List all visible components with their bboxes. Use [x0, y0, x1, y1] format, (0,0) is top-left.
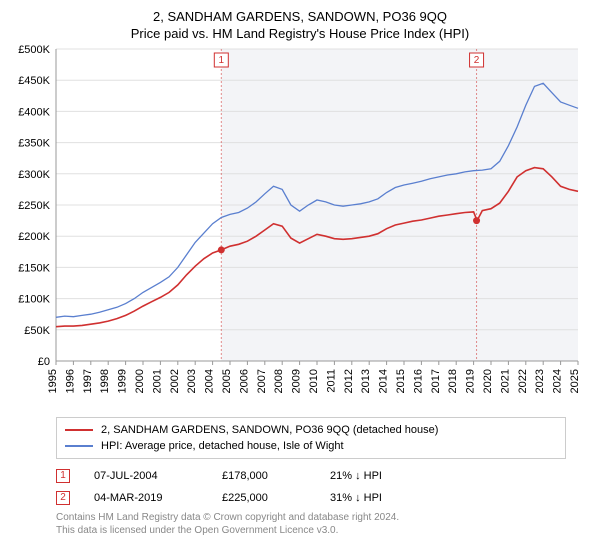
- footer-line-2: This data is licensed under the Open Gov…: [56, 524, 566, 537]
- transaction-delta: 21% ↓ HPI: [330, 470, 450, 482]
- svg-text:2016: 2016: [412, 369, 424, 393]
- svg-text:1997: 1997: [82, 369, 94, 393]
- svg-text:2020: 2020: [482, 369, 494, 393]
- svg-text:2013: 2013: [360, 369, 372, 393]
- svg-text:2011: 2011: [325, 369, 337, 393]
- page-subtitle: Price paid vs. HM Land Registry's House …: [12, 26, 588, 41]
- svg-text:£50K: £50K: [24, 324, 50, 336]
- legend-swatch: [65, 429, 93, 431]
- transaction-row: 2 04-MAR-2019 £225,000 31% ↓ HPI: [56, 487, 566, 509]
- svg-text:£200K: £200K: [18, 231, 50, 243]
- transaction-date: 04-MAR-2019: [94, 492, 204, 504]
- legend-swatch: [65, 445, 93, 447]
- transaction-row: 1 07-JUL-2004 £178,000 21% ↓ HPI: [56, 465, 566, 487]
- svg-text:£250K: £250K: [18, 200, 50, 212]
- svg-text:2022: 2022: [517, 369, 529, 393]
- footer-line-1: Contains HM Land Registry data © Crown c…: [56, 511, 566, 524]
- page-title: 2, SANDHAM GARDENS, SANDOWN, PO36 9QQ: [12, 8, 588, 26]
- svg-text:2003: 2003: [186, 369, 198, 393]
- svg-text:2014: 2014: [378, 369, 390, 393]
- transactions-table: 1 07-JUL-2004 £178,000 21% ↓ HPI 2 04-MAR-201…: [56, 465, 566, 509]
- svg-text:1995: 1995: [47, 369, 59, 393]
- legend-label: HPI: Average price, detached house, Isle…: [101, 440, 344, 452]
- svg-text:1999: 1999: [117, 369, 129, 393]
- line-chart-svg: £0 £50K £100K £150K £200K £250K £300K £350K £400…: [12, 45, 588, 415]
- chart-container: 2, SANDHAM GARDENS, SANDOWN, PO36 9QQ Pr…: [0, 0, 600, 560]
- svg-text:2000: 2000: [134, 369, 146, 393]
- transaction-delta: 31% ↓ HPI: [330, 492, 450, 504]
- svg-text:2001: 2001: [151, 369, 163, 393]
- svg-text:£0: £0: [38, 356, 50, 368]
- svg-text:1: 1: [219, 55, 225, 66]
- svg-text:2: 2: [474, 55, 480, 66]
- svg-text:1996: 1996: [64, 369, 76, 393]
- footer-attribution: Contains HM Land Registry data © Crown c…: [56, 511, 566, 537]
- transaction-price: £225,000: [222, 492, 312, 504]
- svg-text:2005: 2005: [221, 369, 233, 393]
- legend-row: HPI: Average price, detached house, Isle…: [65, 438, 557, 454]
- svg-text:£400K: £400K: [18, 106, 50, 118]
- svg-text:2002: 2002: [169, 369, 181, 393]
- svg-text:1998: 1998: [99, 369, 111, 393]
- svg-text:2018: 2018: [447, 369, 459, 393]
- svg-text:2007: 2007: [256, 369, 268, 393]
- svg-text:2010: 2010: [308, 369, 320, 393]
- svg-text:£100K: £100K: [18, 293, 50, 305]
- svg-text:2006: 2006: [238, 369, 250, 393]
- svg-text:2012: 2012: [343, 369, 355, 393]
- svg-text:£350K: £350K: [18, 137, 50, 149]
- svg-text:2024: 2024: [552, 369, 564, 393]
- transaction-marker-badge: 1: [56, 469, 70, 483]
- svg-text:2015: 2015: [395, 369, 407, 393]
- svg-text:2008: 2008: [273, 369, 285, 393]
- svg-text:£450K: £450K: [18, 75, 50, 87]
- svg-text:£150K: £150K: [18, 262, 50, 274]
- svg-text:£300K: £300K: [18, 168, 50, 180]
- svg-text:£500K: £500K: [18, 45, 50, 56]
- svg-text:2025: 2025: [569, 369, 581, 393]
- svg-text:2017: 2017: [430, 369, 442, 393]
- transaction-date: 07-JUL-2004: [94, 470, 204, 482]
- svg-text:2004: 2004: [204, 369, 216, 393]
- svg-text:2019: 2019: [465, 369, 477, 393]
- transaction-marker-badge: 2: [56, 491, 70, 505]
- transaction-price: £178,000: [222, 470, 312, 482]
- legend-row: 2, SANDHAM GARDENS, SANDOWN, PO36 9QQ (d…: [65, 422, 557, 438]
- legend: 2, SANDHAM GARDENS, SANDOWN, PO36 9QQ (d…: [56, 417, 566, 459]
- svg-text:2021: 2021: [499, 369, 511, 393]
- svg-text:2009: 2009: [291, 369, 303, 393]
- chart-area: £0 £50K £100K £150K £200K £250K £300K £350K £400…: [12, 45, 588, 415]
- svg-text:2023: 2023: [534, 369, 546, 393]
- legend-label: 2, SANDHAM GARDENS, SANDOWN, PO36 9QQ (d…: [101, 424, 438, 436]
